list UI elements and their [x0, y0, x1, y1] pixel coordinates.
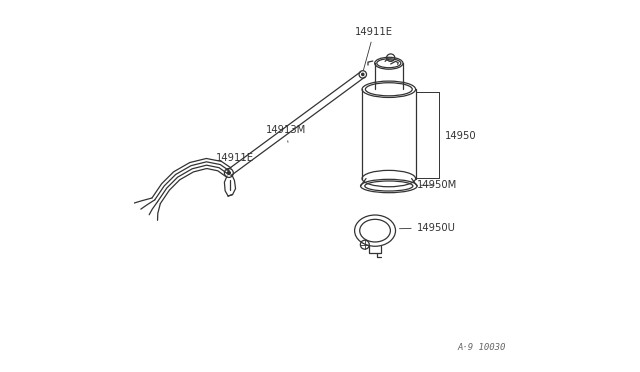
Text: A·9 10030: A·9 10030 — [458, 343, 506, 352]
Text: 14911E: 14911E — [355, 27, 393, 70]
Text: 14950: 14950 — [445, 131, 476, 141]
Text: 14950U: 14950U — [399, 223, 456, 232]
Circle shape — [362, 73, 364, 76]
Text: 14911E: 14911E — [216, 153, 254, 170]
Circle shape — [227, 171, 230, 174]
Text: 14913M: 14913M — [266, 125, 307, 142]
Text: 14950M: 14950M — [417, 180, 457, 190]
